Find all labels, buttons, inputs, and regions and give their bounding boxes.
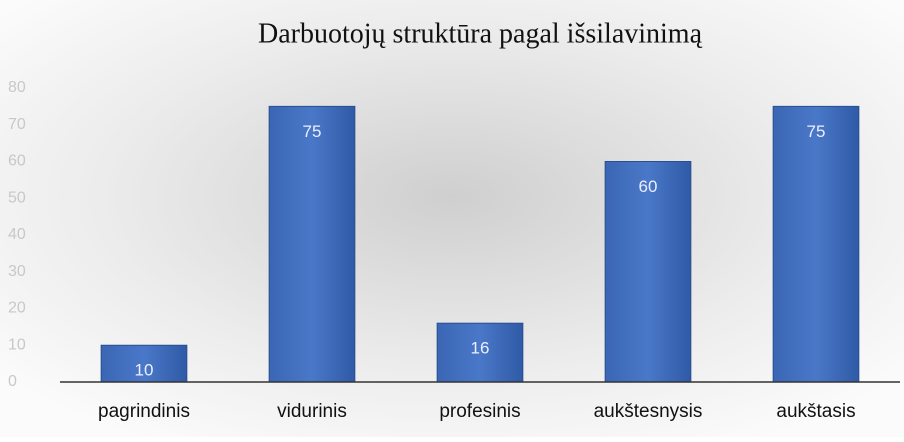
bar bbox=[268, 105, 356, 383]
y-tick-label: 70 bbox=[8, 116, 26, 133]
y-tick-label: 10 bbox=[8, 336, 26, 353]
chart-title: Darbuotojų struktūra pagal išsilavinimą bbox=[258, 18, 703, 49]
data-label: 75 bbox=[303, 122, 322, 141]
bar bbox=[436, 322, 524, 383]
y-tick-label: 20 bbox=[8, 300, 26, 317]
x-tick-label: pagrindinis bbox=[98, 401, 190, 422]
bar bbox=[772, 105, 860, 383]
x-tick-label: aukštesnysis bbox=[594, 401, 703, 422]
data-label: 75 bbox=[807, 122, 826, 141]
bar bbox=[100, 344, 188, 383]
y-tick-label: 50 bbox=[8, 189, 26, 206]
y-tick-label: 60 bbox=[8, 153, 26, 170]
data-label: 60 bbox=[639, 177, 658, 196]
data-label: 10 bbox=[135, 361, 154, 380]
y-tick-label: 80 bbox=[8, 79, 26, 96]
y-tick-label: 40 bbox=[8, 226, 26, 243]
bar bbox=[604, 161, 692, 383]
y-tick-label: 30 bbox=[8, 263, 26, 280]
x-tick-label: profesinis bbox=[439, 401, 520, 422]
data-label: 16 bbox=[471, 339, 490, 358]
x-tick-label: vidurinis bbox=[277, 401, 347, 422]
x-tick-label: aukštasis bbox=[776, 401, 855, 422]
y-tick-label: 0 bbox=[8, 373, 17, 390]
